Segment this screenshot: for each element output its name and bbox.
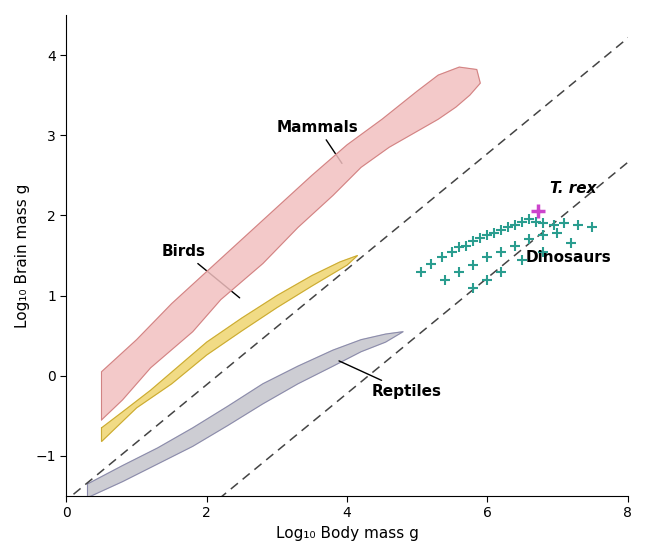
Point bbox=[426, 259, 436, 268]
Point bbox=[468, 237, 478, 246]
Point bbox=[482, 231, 492, 240]
Point bbox=[468, 283, 478, 292]
Point bbox=[510, 241, 521, 250]
X-axis label: Log₁₀ Body mass g: Log₁₀ Body mass g bbox=[276, 526, 419, 541]
Point bbox=[510, 221, 521, 230]
Point bbox=[489, 229, 499, 237]
Text: Dinosaurs: Dinosaurs bbox=[526, 250, 611, 265]
Point bbox=[524, 235, 534, 244]
Text: T. rex: T. rex bbox=[551, 181, 597, 196]
Point bbox=[440, 275, 450, 284]
Point bbox=[447, 247, 457, 256]
Point bbox=[538, 247, 549, 256]
Point bbox=[532, 207, 543, 216]
Point bbox=[496, 247, 507, 256]
Point bbox=[538, 231, 549, 240]
Point bbox=[587, 223, 598, 232]
Polygon shape bbox=[102, 67, 480, 420]
Text: Mammals: Mammals bbox=[277, 120, 358, 163]
Point bbox=[437, 252, 447, 261]
Y-axis label: Log₁₀ Brain mass g: Log₁₀ Brain mass g bbox=[15, 183, 30, 327]
Polygon shape bbox=[87, 332, 403, 498]
Point bbox=[538, 219, 549, 228]
Text: Birds: Birds bbox=[161, 244, 239, 298]
Point bbox=[468, 261, 478, 270]
Point bbox=[461, 241, 472, 250]
Polygon shape bbox=[102, 256, 358, 441]
Point bbox=[415, 267, 426, 276]
Text: Reptiles: Reptiles bbox=[339, 361, 441, 399]
Point bbox=[503, 223, 514, 232]
Point bbox=[482, 252, 492, 261]
Point bbox=[475, 234, 485, 242]
Point bbox=[517, 255, 527, 264]
Point bbox=[454, 243, 465, 252]
Point bbox=[454, 267, 465, 276]
Point bbox=[524, 215, 534, 224]
Point bbox=[549, 221, 559, 230]
Point bbox=[496, 225, 507, 234]
Point bbox=[573, 221, 584, 230]
Point bbox=[517, 217, 527, 226]
Point bbox=[496, 267, 507, 276]
Point bbox=[559, 219, 569, 228]
Point bbox=[553, 229, 563, 237]
Point bbox=[531, 217, 542, 226]
Point bbox=[566, 239, 576, 248]
Point bbox=[482, 275, 492, 284]
